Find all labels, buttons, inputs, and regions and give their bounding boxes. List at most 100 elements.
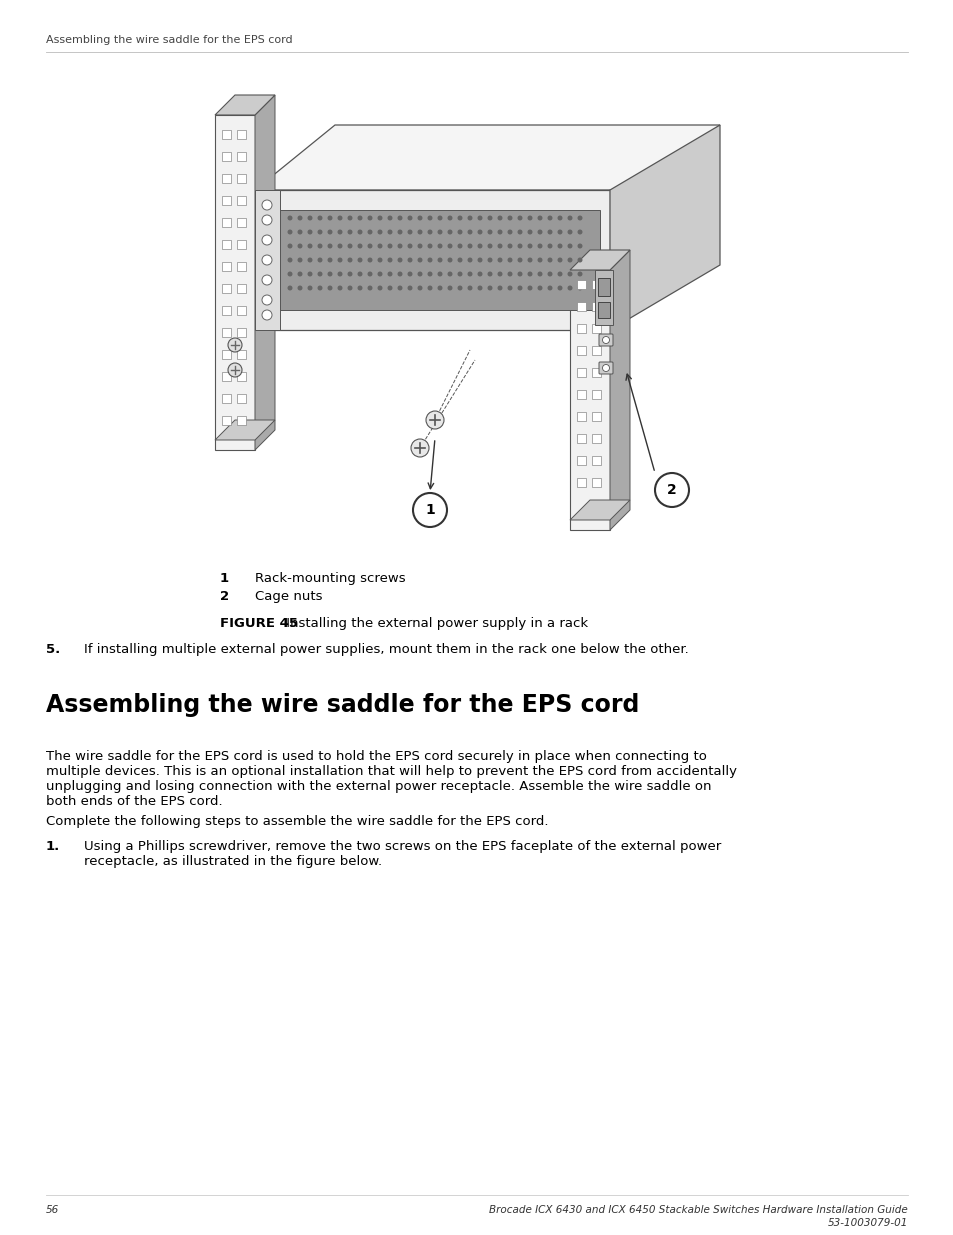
Circle shape	[467, 215, 472, 221]
Circle shape	[567, 258, 572, 263]
Circle shape	[357, 243, 362, 248]
Circle shape	[367, 215, 372, 221]
Circle shape	[527, 230, 532, 235]
Circle shape	[367, 285, 372, 290]
Circle shape	[602, 364, 609, 372]
Text: Brocade ICX 6430 and ICX 6450 Stackable Switches Hardware Installation Guide: Brocade ICX 6430 and ICX 6450 Stackable …	[489, 1205, 907, 1215]
Circle shape	[507, 285, 512, 290]
Circle shape	[387, 215, 392, 221]
Circle shape	[347, 243, 352, 248]
Polygon shape	[569, 249, 629, 270]
Text: Assembling the wire saddle for the EPS cord: Assembling the wire saddle for the EPS c…	[46, 693, 639, 718]
Bar	[592, 412, 600, 421]
Circle shape	[287, 285, 293, 290]
Circle shape	[407, 243, 412, 248]
Circle shape	[507, 258, 512, 263]
Circle shape	[347, 230, 352, 235]
Circle shape	[347, 272, 352, 277]
Bar	[222, 152, 231, 161]
Bar	[595, 270, 613, 325]
Circle shape	[347, 215, 352, 221]
Circle shape	[497, 215, 502, 221]
Circle shape	[317, 258, 322, 263]
Bar	[598, 278, 609, 296]
Circle shape	[517, 258, 522, 263]
Circle shape	[507, 230, 512, 235]
Circle shape	[407, 215, 412, 221]
Circle shape	[437, 258, 442, 263]
Text: FIGURE 45: FIGURE 45	[220, 618, 297, 630]
Text: 2: 2	[220, 590, 229, 603]
Polygon shape	[214, 95, 274, 115]
Circle shape	[457, 272, 462, 277]
Circle shape	[417, 285, 422, 290]
Bar	[598, 303, 609, 317]
Circle shape	[537, 243, 542, 248]
Circle shape	[262, 254, 272, 266]
Circle shape	[577, 243, 582, 248]
Bar	[236, 306, 246, 315]
Bar	[592, 433, 600, 443]
Circle shape	[297, 215, 302, 221]
Circle shape	[297, 258, 302, 263]
Bar	[577, 346, 585, 354]
Circle shape	[307, 258, 313, 263]
Circle shape	[567, 272, 572, 277]
Text: Cage nuts: Cage nuts	[254, 590, 322, 603]
Circle shape	[327, 230, 333, 235]
Text: 5.: 5.	[46, 643, 60, 656]
Bar	[577, 412, 585, 421]
Circle shape	[557, 272, 562, 277]
Circle shape	[337, 285, 342, 290]
Circle shape	[262, 200, 272, 210]
Circle shape	[262, 235, 272, 245]
Circle shape	[327, 285, 333, 290]
Circle shape	[517, 272, 522, 277]
Circle shape	[577, 258, 582, 263]
Circle shape	[567, 243, 572, 248]
Circle shape	[387, 258, 392, 263]
Circle shape	[397, 243, 402, 248]
Text: 1: 1	[425, 503, 435, 517]
Circle shape	[337, 215, 342, 221]
Circle shape	[507, 215, 512, 221]
Circle shape	[457, 285, 462, 290]
Circle shape	[655, 473, 688, 508]
Bar	[592, 478, 600, 487]
Circle shape	[417, 230, 422, 235]
Circle shape	[507, 272, 512, 277]
Circle shape	[602, 336, 609, 343]
Bar	[222, 329, 231, 337]
Polygon shape	[280, 210, 599, 310]
Circle shape	[477, 230, 482, 235]
Polygon shape	[254, 95, 274, 450]
Bar	[592, 303, 600, 311]
Circle shape	[457, 243, 462, 248]
Circle shape	[567, 230, 572, 235]
Circle shape	[367, 272, 372, 277]
Bar	[577, 456, 585, 466]
Circle shape	[577, 215, 582, 221]
Circle shape	[287, 258, 293, 263]
Circle shape	[467, 285, 472, 290]
Bar	[236, 130, 246, 140]
FancyBboxPatch shape	[598, 333, 613, 346]
Circle shape	[427, 230, 432, 235]
Circle shape	[447, 243, 452, 248]
Circle shape	[487, 243, 492, 248]
Bar	[222, 130, 231, 140]
Circle shape	[367, 230, 372, 235]
Polygon shape	[609, 249, 629, 530]
Circle shape	[327, 215, 333, 221]
Circle shape	[317, 272, 322, 277]
Circle shape	[477, 272, 482, 277]
Circle shape	[577, 272, 582, 277]
Bar	[222, 196, 231, 205]
Circle shape	[477, 215, 482, 221]
Bar	[222, 174, 231, 183]
Circle shape	[487, 230, 492, 235]
Polygon shape	[569, 500, 629, 520]
Circle shape	[557, 215, 562, 221]
Text: Assembling the wire saddle for the EPS cord: Assembling the wire saddle for the EPS c…	[46, 35, 293, 44]
Circle shape	[517, 243, 522, 248]
